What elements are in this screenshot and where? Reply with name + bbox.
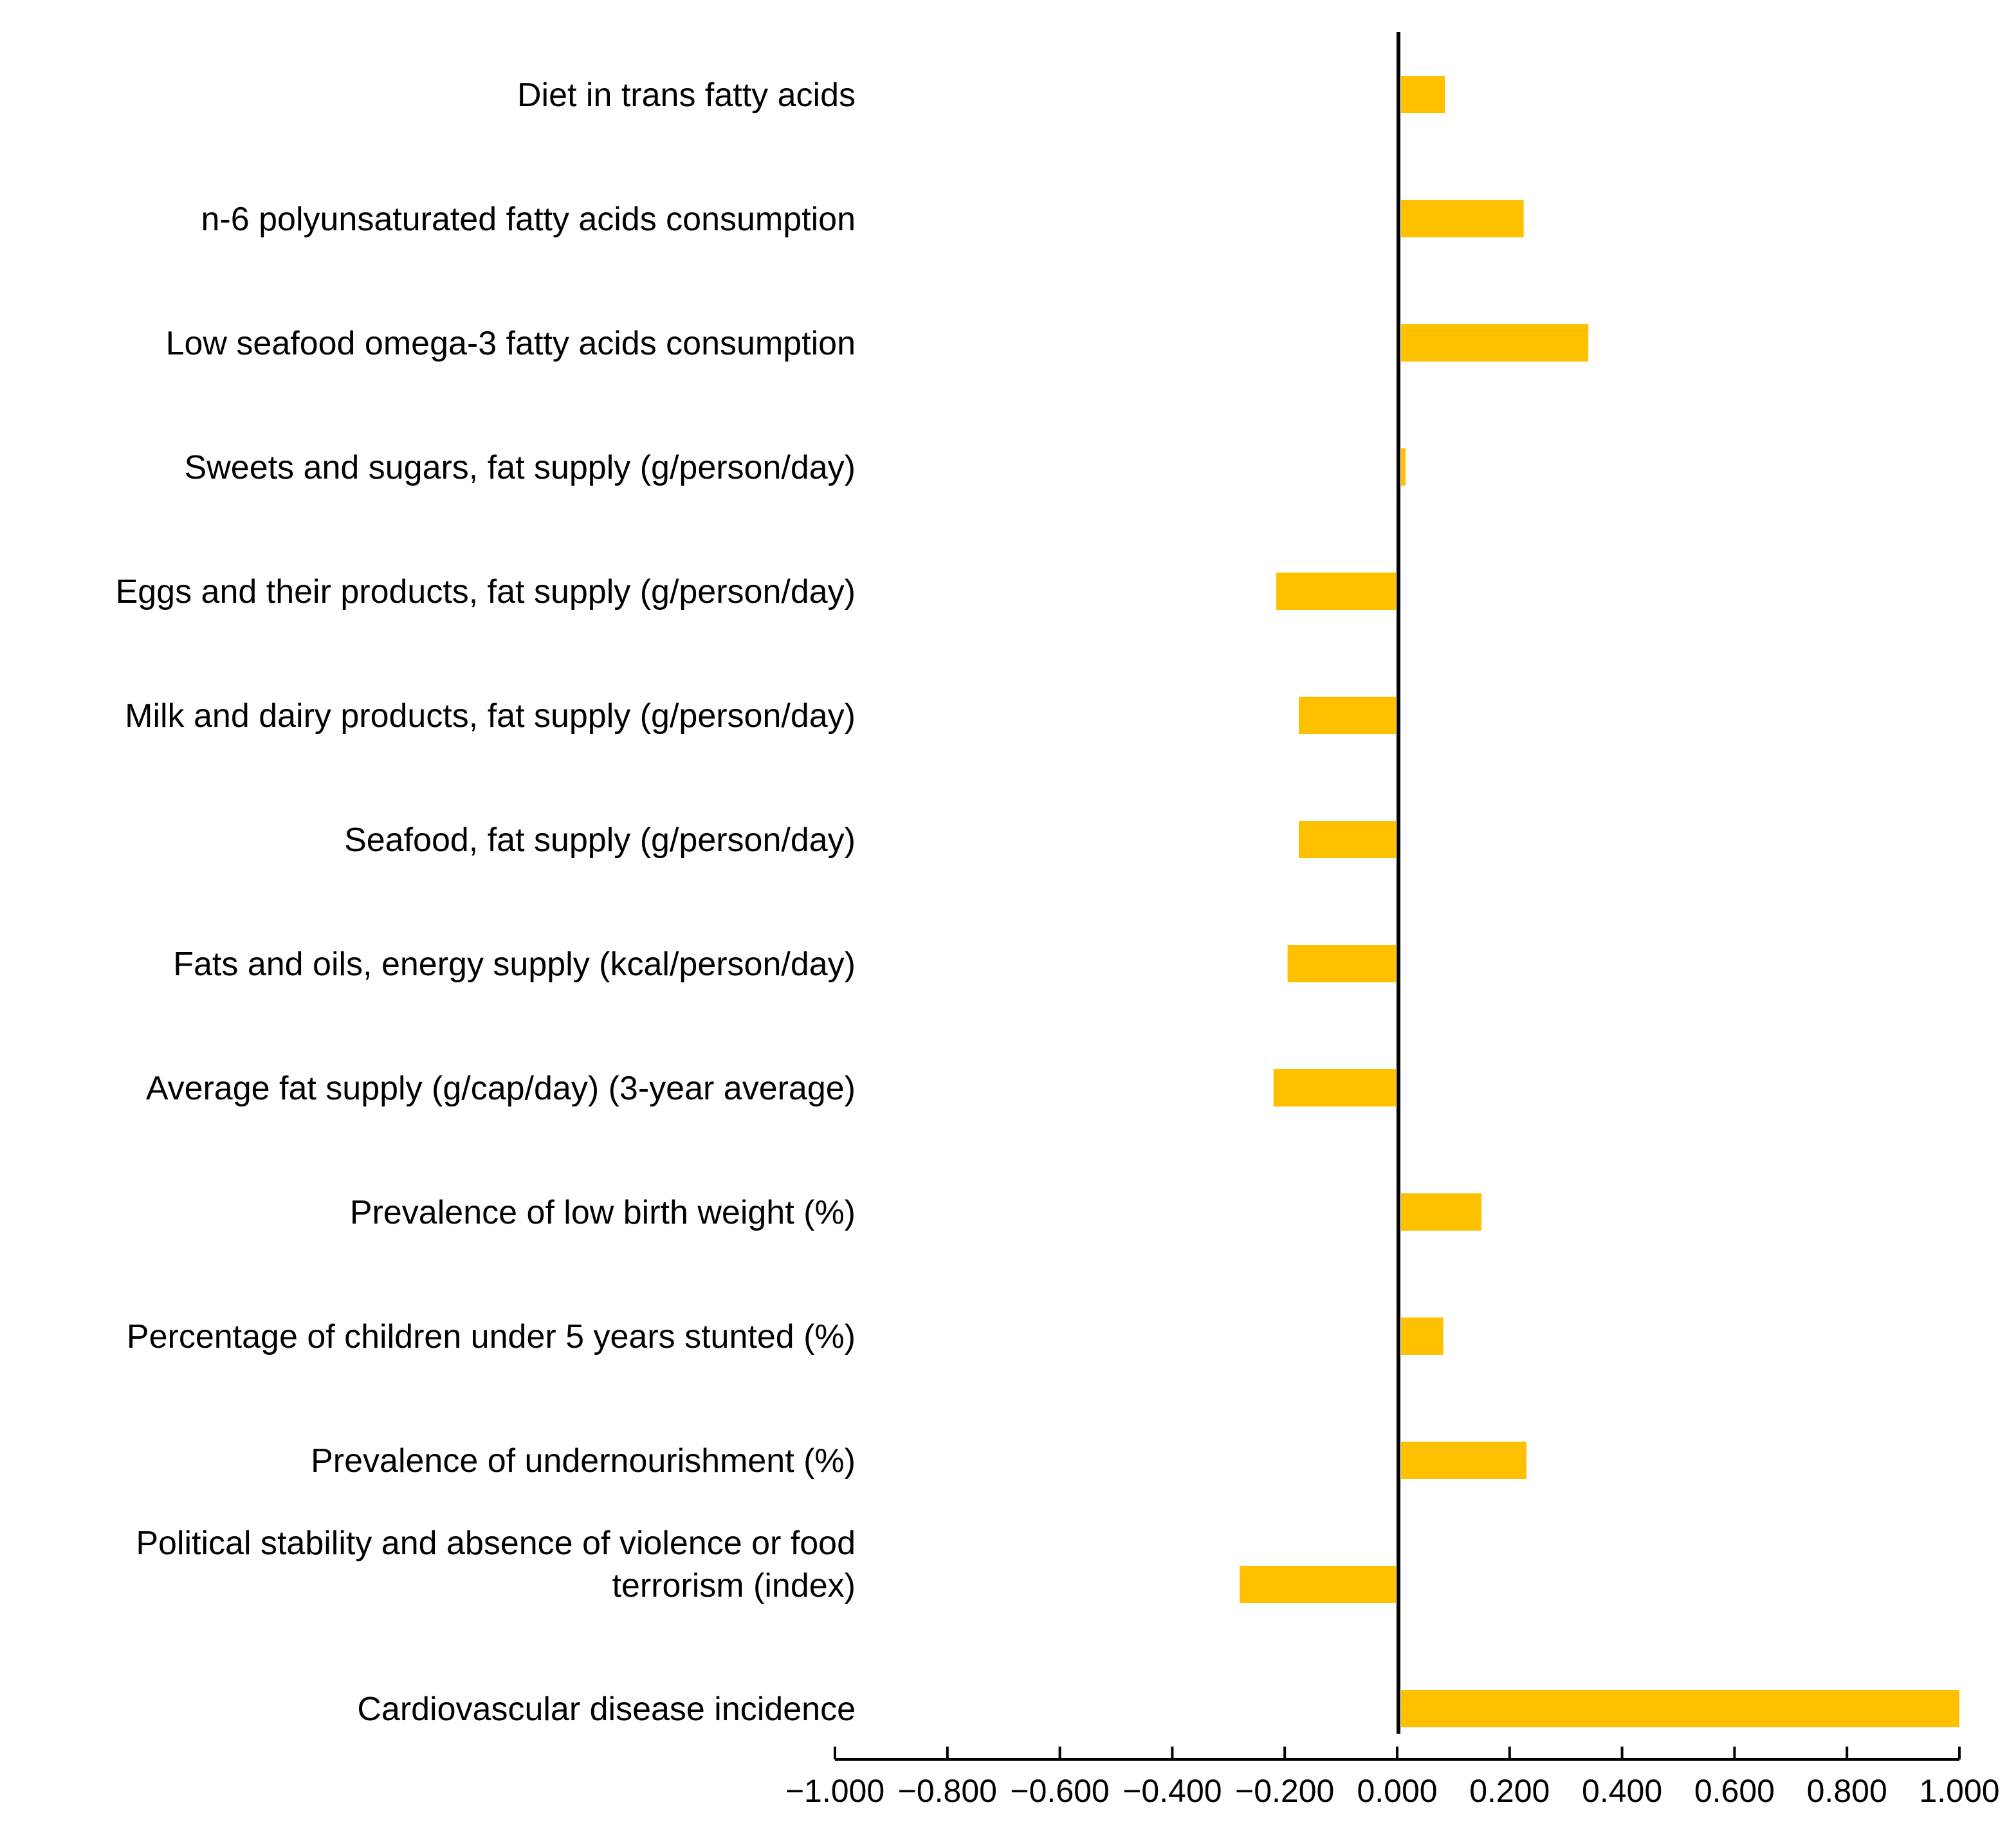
bar-6 [1299,821,1396,858]
bar-3 [1401,448,1406,486]
category-label-4: Eggs and their products, fat supply (g/p… [116,573,856,610]
x-tick-label-9: 0.800 [1807,1773,1887,1809]
bars [1240,76,1959,1727]
category-label-2: Low seafood omega-3 fatty acids consumpt… [166,325,856,362]
x-tick-label-8: 0.600 [1694,1773,1775,1809]
category-labels: Diet in trans fatty acids n-6 polyunsatur… [116,77,856,1728]
x-tick-label-0: −1.000 [785,1773,884,1809]
category-label-1: n-6 polyunsaturated fatty acids consumpt… [201,201,856,238]
bar-1 [1401,200,1524,237]
x-tick-label-10: 1.000 [1919,1773,1999,1809]
bar-12 [1240,1566,1396,1603]
bar-8 [1273,1069,1396,1106]
bar-10 [1401,1317,1443,1355]
bar-7 [1287,945,1396,982]
category-label-12-line-0: Political stability and absence of viole… [136,1525,856,1562]
category-label-0: Diet in trans fatty acids [517,77,856,114]
category-label-12-line-1: terrorism (index) [612,1567,856,1604]
category-label-11: Prevalence of undernourishment (%) [311,1442,856,1480]
x-tick-label-4: −0.200 [1235,1773,1334,1809]
category-label-6: Seafood, fat supply (g/person/day) [344,822,856,859]
x-tick-label-7: 0.400 [1582,1773,1662,1809]
category-label-9: Prevalence of low birth weight (%) [350,1194,856,1231]
x-tick-label-2: −0.600 [1010,1773,1109,1809]
bar-9 [1401,1193,1482,1231]
x-tick-label-3: −0.400 [1123,1773,1222,1809]
bar-13 [1401,1690,1959,1727]
category-label-7: Fats and oils, energy supply (kcal/perso… [173,946,856,983]
x-axis: −1.000 −0.800 −0.600 −0.400 −0.200 0.000 0.200… [785,1747,2000,1809]
x-tick-label-6: 0.200 [1469,1773,1550,1809]
category-label-3: Sweets and sugars, fat supply (g/person/… [185,449,856,486]
bar-2 [1401,324,1589,362]
category-label-10: Percentage of children under 5 years stu… [127,1318,856,1355]
bar-0 [1401,76,1445,113]
category-label-8: Average fat supply (g/cap/day) (3-year a… [146,1070,856,1107]
category-label-5: Milk and dairy products, fat supply (g/p… [125,697,856,735]
x-tick-label-5: 0.000 [1357,1773,1437,1809]
bar-4 [1276,573,1396,610]
x-tick-label-1: −0.800 [898,1773,997,1809]
bar-5 [1299,697,1396,734]
category-label-13: Cardiovascular disease incidence [357,1691,856,1728]
bar-11 [1401,1442,1527,1479]
